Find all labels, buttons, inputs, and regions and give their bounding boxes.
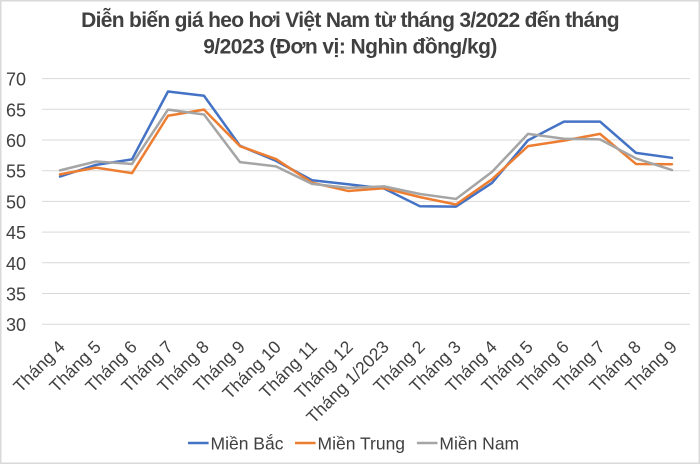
svg-text:70: 70 <box>6 70 26 90</box>
svg-text:9/2023 (Đơn vị: Nghìn đồng/kg): 9/2023 (Đơn vị: Nghìn đồng/kg) <box>203 36 497 59</box>
svg-text:Diễn biến giá heo hơi Việt Nam: Diễn biến giá heo hơi Việt Nam từ tháng … <box>81 8 619 32</box>
svg-text:Miền Nam: Miền Nam <box>439 433 519 453</box>
svg-text:60: 60 <box>6 131 26 151</box>
svg-text:Miền Bắc: Miền Bắc <box>211 432 284 453</box>
svg-text:40: 40 <box>6 254 26 274</box>
svg-text:35: 35 <box>6 285 26 305</box>
svg-text:Miền Trung: Miền Trung <box>318 433 406 453</box>
svg-text:50: 50 <box>6 192 26 212</box>
svg-text:45: 45 <box>6 223 26 243</box>
svg-text:55: 55 <box>6 162 26 182</box>
svg-text:30: 30 <box>6 315 26 335</box>
svg-text:65: 65 <box>6 100 26 120</box>
